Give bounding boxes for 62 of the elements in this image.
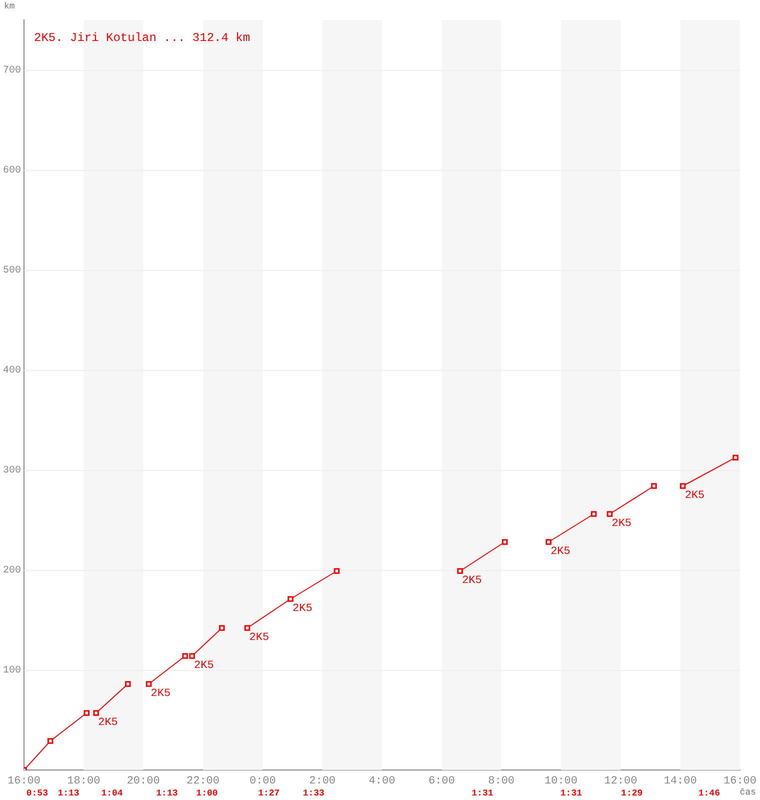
point <box>93 710 99 716</box>
point <box>125 681 131 687</box>
text: 1:00 <box>196 788 218 798</box>
point <box>334 568 340 574</box>
annotation: 2K5 <box>684 490 705 502</box>
y-axis-title: km <box>4 1 15 12</box>
text: 1:13 <box>58 788 80 798</box>
text: 1:04 <box>101 788 124 798</box>
annotation: 2K5 <box>194 660 214 672</box>
point <box>457 568 463 574</box>
annotation: 2K5 <box>292 602 312 615</box>
point <box>288 596 294 602</box>
point <box>244 625 250 631</box>
x-tick-label: 6:00 <box>428 776 455 788</box>
point <box>219 625 225 631</box>
annotation: 2K5 <box>612 518 632 530</box>
text: 1:13 <box>156 788 178 798</box>
y-tick-label: 400 <box>2 366 21 377</box>
point <box>502 539 508 545</box>
text: 1:31 <box>560 788 583 798</box>
x-tick-label: 4:00 <box>368 776 396 788</box>
y-tick-label: 300 <box>2 466 21 477</box>
y-tick-label: 200 <box>2 566 21 577</box>
text: 1:29 <box>621 788 643 798</box>
y-tick-label: 500 <box>2 266 21 277</box>
point <box>590 511 597 517</box>
y-tick-label: 700 <box>2 66 21 77</box>
x-tick-label: 0:00 <box>249 776 276 788</box>
y-tick-label: 600 <box>2 166 21 177</box>
point <box>189 653 195 659</box>
x-tick-label: 18:00 <box>67 776 100 788</box>
x-tick-label: 10:00 <box>544 776 578 788</box>
point <box>146 681 152 687</box>
x-tick-label: 14:00 <box>664 776 697 788</box>
text: 1:33 <box>302 788 324 798</box>
text: 2K5. Jiri Kotulan ... 312.4 km <box>34 31 250 46</box>
text: 0:53 <box>26 788 48 798</box>
point <box>546 539 552 545</box>
point <box>732 454 738 460</box>
text: 1:31 <box>472 788 494 798</box>
x-tick-label: 16:00 <box>7 776 41 788</box>
x-tick-label: 2:00 <box>309 776 336 788</box>
annotation: 2K5 <box>98 716 118 729</box>
annotation: 2K5 <box>462 574 482 587</box>
annotation: 2K5 <box>150 688 171 700</box>
point <box>651 483 657 489</box>
point <box>680 483 686 489</box>
annotation: 2K5 <box>249 632 270 644</box>
text: 1:46 <box>698 788 720 798</box>
point <box>606 511 613 517</box>
y-tick-label: 100 <box>2 666 21 677</box>
x-tick-label: 22:00 <box>186 776 220 788</box>
point <box>182 653 188 659</box>
x-tick-label: 8:00 <box>488 776 515 788</box>
text: 1:27 <box>258 788 280 798</box>
point <box>84 710 90 716</box>
x-tick-label: 16:00 <box>723 776 757 788</box>
x-tick-label: 20:00 <box>126 776 160 788</box>
point <box>47 738 54 744</box>
x-tick-label: 12:00 <box>604 776 638 788</box>
annotation: 2K5 <box>550 546 570 558</box>
x-axis-title: čas <box>740 787 756 798</box>
